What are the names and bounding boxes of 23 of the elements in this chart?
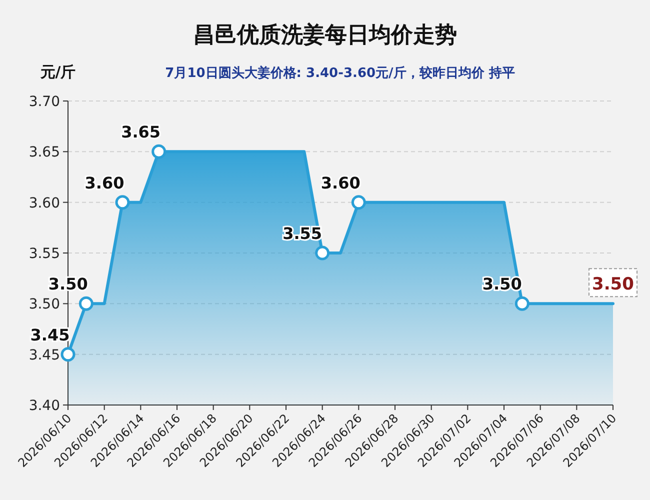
data-label: 3.60 <box>320 173 360 192</box>
point <box>60 347 76 362</box>
data-label: 3.55 <box>282 224 322 243</box>
y-tick-label: 3.55 <box>28 246 60 262</box>
point <box>78 296 94 311</box>
chart-title: 昌邑优质洗姜每日均价走势 <box>193 22 457 48</box>
chart-subtitle: 7月10日圆头大姜价格: 3.40-3.60元/斤，较昨日均价 持平 <box>165 65 515 81</box>
data-label: 3.65 <box>121 122 161 142</box>
y-axis-title: 元/斤 <box>39 63 76 81</box>
point <box>514 296 530 311</box>
y-tick-label: 3.45 <box>28 347 60 364</box>
annotation: 3.50 <box>592 274 634 295</box>
point <box>351 195 366 210</box>
data-label: 3.50 <box>482 274 522 294</box>
y-tick-label: 3.60 <box>28 195 60 212</box>
point <box>115 195 130 210</box>
y-tick-label: 3.50 <box>28 296 60 313</box>
y-tick-label: 3.70 <box>28 94 60 110</box>
point <box>315 246 330 260</box>
data-label: 3.60 <box>84 173 124 192</box>
y-tick-label: 3.40 <box>28 398 60 414</box>
y-tick-label: 3.65 <box>28 144 60 161</box>
point <box>152 144 166 159</box>
